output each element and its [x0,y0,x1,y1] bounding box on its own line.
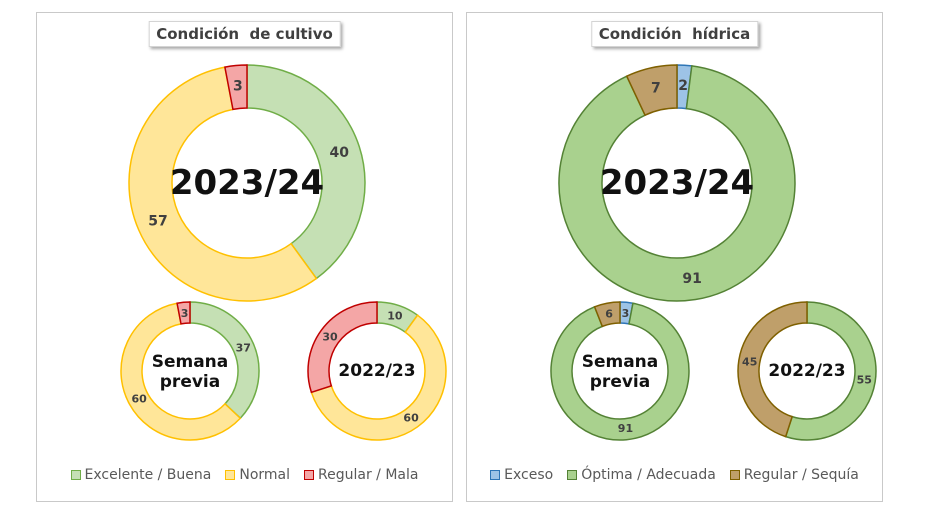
donut-slice [176,301,191,325]
slice-data-label: 57 [148,214,167,230]
slice-data-label: 60 [132,392,148,405]
slice-data-label: 10 [387,309,403,322]
ring-center-label: 2022/23 [338,361,415,381]
legend-swatch [225,470,236,480]
legend: Exceso Óptima / Adecuada Regular / Sequí… [467,467,882,483]
donut-slice [120,302,242,441]
donut-slice [246,64,366,280]
slice-data-label: 55 [857,374,872,387]
donut-ring: 3 91 6 Semana previa [550,301,690,441]
water-condition-donuts: 2 91 7 2023/24 3 91 6 Semana previa 55 45 2022/23 [550,64,877,441]
legend-item-excelente-buena: Excelente / Buena [70,467,212,483]
donut-slice [558,65,796,302]
donut-slice [128,66,318,302]
ring-center-label: 2023/24 [600,163,754,203]
crop-condition-panel: Condición de cultivo 40 57 3 2023/24 37 60 3 Se… [36,12,453,502]
donut-slice [593,301,621,328]
legend-item-normal: Normal [225,467,290,483]
legend-item-exceso: Exceso [490,467,553,483]
donut-slice [737,301,808,438]
ring-center-label: Semana previa [582,352,659,392]
legend-label: Exceso [504,467,554,483]
legend-item-regular-mala: Regular / Mala [304,467,418,483]
donut-ring: 40 57 3 2023/24 [128,64,366,302]
legend-label: Óptima / Adecuada [581,467,716,483]
donut-slice [625,64,678,117]
legend-item-regular-sequia: Regular / Sequía [729,467,859,483]
donut-ring: 2 91 7 2023/24 [558,64,796,302]
legend-label: Excelente / Buena [84,467,212,483]
donut-ring: 10 60 30 2022/23 [307,301,447,441]
water-condition-panel: Condición hídrica 2 91 7 2023/24 3 91 6 Semana p… [466,12,883,502]
legend-swatch [304,470,315,480]
slice-data-label: 3 [622,307,630,320]
donut-slice [784,301,877,441]
slice-data-label: 30 [322,330,338,343]
slice-data-label: 91 [618,422,633,435]
slice-data-label: 91 [682,271,701,287]
slice-data-label: 40 [330,145,350,161]
ring-center-label: 2023/24 [170,163,324,203]
legend-label: Normal [239,467,291,483]
legend-swatch [729,470,740,480]
donut-ring: 37 60 3 Semana previa [120,301,260,441]
donut-ring: 55 45 2022/23 [737,301,877,441]
legend-label: Regular / Sequía [743,467,859,483]
slice-data-label: 2 [678,78,688,94]
slice-data-label: 60 [403,411,419,424]
ring-center-label: Semana previa [152,352,229,392]
chart-title: Condición de cultivo [148,21,341,47]
donut-slice [550,302,690,441]
ring-center-label: 2022/23 [768,361,845,381]
legend-label: Regular / Mala [318,467,419,483]
slice-data-label: 3 [181,307,189,320]
slice-data-label: 45 [742,355,757,368]
donut-slice [307,301,378,394]
legend-item-optima-adecuada: Óptima / Adecuada [567,467,716,483]
donut-slice [224,64,248,111]
legend: Excelente / Buena Normal Regular / Mala [37,467,452,483]
slice-data-label: 7 [651,80,661,96]
slice-data-label: 3 [233,78,243,94]
slice-data-label: 6 [605,308,613,321]
chart-title: Condición hídrica [590,21,759,47]
legend-swatch [70,470,81,480]
legend-swatch [567,470,578,480]
crop-condition-donuts: 40 57 3 2023/24 37 60 3 Semana previa 10 60 30 2022/… [120,64,447,441]
slice-data-label: 37 [236,341,251,354]
legend-swatch [490,470,501,480]
donut-slice [310,314,447,441]
